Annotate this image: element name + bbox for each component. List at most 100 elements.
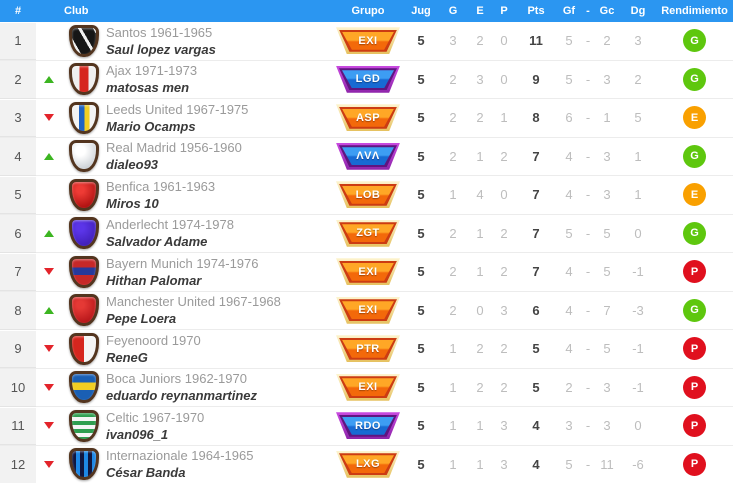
table-row[interactable]: 7 Bayern Munich 1974-1976 Hithan Palomar… <box>0 253 733 292</box>
table-row[interactable]: 5 Benfica 1961-1963 Miros 10 LOB 5 1 4 0… <box>0 176 733 215</box>
rend-cell: G <box>656 221 733 245</box>
shield-cell <box>62 409 106 442</box>
gc-cell: 5 <box>603 264 611 280</box>
pts-cell: 5 <box>532 341 540 357</box>
group-badge-frame: EXI <box>339 260 397 283</box>
trend-cell <box>36 460 62 468</box>
club-cell: Santos 1961-1965 Saul lopez vargas <box>106 24 332 58</box>
trend-cell <box>36 345 62 353</box>
pts-cell: 7 <box>532 187 540 203</box>
club-cell: Leeds United 1967-1975 Mario Ocamps <box>106 101 332 135</box>
group-badge: ΛVΛ <box>336 142 400 170</box>
badge-cell: EXI <box>332 27 404 55</box>
p-cell: 0 <box>500 187 508 203</box>
table-row[interactable]: 8 Manchester United 1967-1968 Pepe Loera… <box>0 291 733 330</box>
club-shield-icon <box>69 448 99 481</box>
group-badge-frame: ASP <box>339 106 397 129</box>
shield-cell <box>62 255 106 288</box>
gc-cell: 3 <box>603 418 611 434</box>
shield-cell <box>62 294 106 327</box>
club-shield-icon <box>69 24 99 57</box>
dash-cell: - <box>585 225 591 241</box>
trend-down-icon <box>44 268 54 276</box>
table-row[interactable]: 10 Boca Juniors 1962-1970 eduardo reynan… <box>0 368 733 407</box>
player-name: Hithan Palomar <box>106 272 202 288</box>
rendimiento-badge: P <box>683 375 706 399</box>
group-badge: LGD <box>336 65 400 93</box>
dg-cell: -3 <box>632 302 644 318</box>
trend-cell <box>36 268 62 276</box>
table-row[interactable]: 12 Internazionale 1964-1965 César Banda … <box>0 445 733 483</box>
club-name: Boca Juniors 1962-1970 <box>106 371 247 387</box>
gc-cell: 5 <box>603 225 611 241</box>
p-cell: 0 <box>500 71 508 87</box>
gf-cell: 5 <box>565 33 573 49</box>
rank-cell: 7 <box>0 253 36 291</box>
e-cell: 1 <box>476 225 484 241</box>
gf-cell: 5 <box>565 71 573 87</box>
club-name: Anderlecht 1974-1978 <box>106 217 234 233</box>
rendimiento-badge: G <box>683 221 706 245</box>
player-name: dialeo93 <box>106 157 159 173</box>
trend-up-icon <box>44 152 54 160</box>
group-badge: EXI <box>336 373 400 401</box>
g-cell: 2 <box>449 110 457 126</box>
rendimiento-badge: G <box>683 67 706 91</box>
gf-cell: 4 <box>565 264 573 280</box>
badge-cell: EXI <box>332 258 404 286</box>
gc-cell: 3 <box>603 379 611 395</box>
gf-cell: 2 <box>565 379 573 395</box>
group-badge-label: EXI <box>342 301 394 320</box>
table-row[interactable]: 2 Ajax 1971-1973 matosas men LGD 5 2 3 0… <box>0 60 733 99</box>
header-jug: Jug <box>411 5 431 17</box>
rendimiento-badge: E <box>683 183 706 207</box>
dash-cell: - <box>585 379 591 395</box>
p-cell: 2 <box>500 148 508 164</box>
gc-cell: 7 <box>603 302 611 318</box>
rendimiento-badge: G <box>683 144 706 168</box>
group-badge-label: EXI <box>342 378 394 397</box>
rank-cell: 8 <box>0 292 36 330</box>
header-grupo: Grupo <box>351 5 385 17</box>
table-row[interactable]: 9 Feyenoord 1970 ReneG PTR 5 1 2 2 5 4 -… <box>0 330 733 369</box>
rend-cell: P <box>656 452 733 476</box>
jug-cell: 5 <box>417 148 425 164</box>
table-row[interactable]: 6 Anderlecht 1974-1978 Salvador Adame ZG… <box>0 214 733 253</box>
group-badge-label: ΛVΛ <box>342 147 394 166</box>
header-rank: # <box>14 5 22 17</box>
header-gf: Gf <box>562 5 576 17</box>
trend-up-icon <box>44 306 54 314</box>
header-dg: Dg <box>630 5 646 17</box>
group-badge-label: EXI <box>342 31 394 50</box>
pts-cell: 4 <box>532 456 540 472</box>
pts-cell: 11 <box>529 33 543 49</box>
jug-cell: 5 <box>417 456 425 472</box>
g-cell: 2 <box>449 225 457 241</box>
table-row[interactable]: 1 Santos 1961-1965 Saul lopez vargas EXI… <box>0 22 733 61</box>
shield-cell <box>62 217 106 250</box>
group-badge-frame: LOB <box>339 183 397 206</box>
club-cell: Manchester United 1967-1968 Pepe Loera <box>106 293 332 327</box>
e-cell: 1 <box>476 418 484 434</box>
g-cell: 2 <box>449 148 457 164</box>
e-cell: 4 <box>476 187 484 203</box>
club-shield-icon <box>69 217 99 250</box>
pts-cell: 7 <box>532 148 540 164</box>
trend-up-icon <box>44 229 54 237</box>
group-badge: EXI <box>336 27 400 55</box>
gf-cell: 6 <box>565 110 573 126</box>
table-row[interactable]: 11 Celtic 1967-1970 ivan096_1 RDO 5 1 1 … <box>0 407 733 446</box>
table-row[interactable]: 3 Leeds United 1967-1975 Mario Ocamps AS… <box>0 99 733 138</box>
player-name: Miros 10 <box>106 195 159 211</box>
rendimiento-badge: P <box>683 414 706 438</box>
g-cell: 2 <box>449 71 457 87</box>
table-row[interactable]: 4 Real Madrid 1956-1960 dialeo93 ΛVΛ 5 2… <box>0 137 733 176</box>
badge-cell: LOB <box>332 181 404 209</box>
dg-cell: -1 <box>632 341 644 357</box>
shield-cell <box>62 63 106 96</box>
club-shield-icon <box>69 63 99 96</box>
rendimiento-badge: P <box>683 452 706 476</box>
group-badge-label: ZGT <box>342 224 394 243</box>
club-cell: Bayern Munich 1974-1976 Hithan Palomar <box>106 255 332 289</box>
